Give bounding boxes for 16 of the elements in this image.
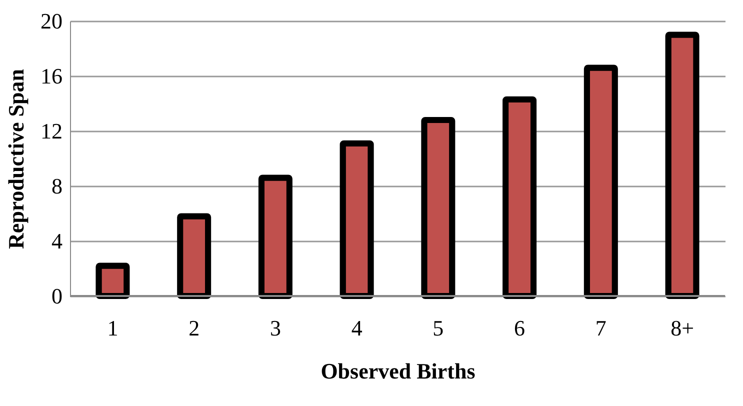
x-tick-label: 4: [351, 316, 362, 340]
y-tick-label: 12: [40, 118, 62, 144]
x-tick-label: 1: [107, 316, 118, 340]
x-axis-title: Observed Births: [320, 358, 476, 384]
y-tick-label: 0: [52, 284, 62, 308]
x-tick-label: 7: [595, 316, 606, 340]
y-axis-title: Reproductive Span: [4, 69, 28, 249]
x-tick-label: 6: [514, 316, 526, 340]
x-tick-label: 8+: [670, 316, 694, 340]
y-tick-label: 4: [52, 228, 62, 254]
x-tick-label: 3: [270, 316, 281, 340]
y-tick-label: 16: [40, 64, 62, 88]
y-tick-label: 8: [52, 174, 62, 198]
y-tick-label: 20: [40, 8, 62, 34]
x-tick-label: 2: [188, 316, 200, 340]
x-tick-label: 5: [432, 316, 444, 340]
